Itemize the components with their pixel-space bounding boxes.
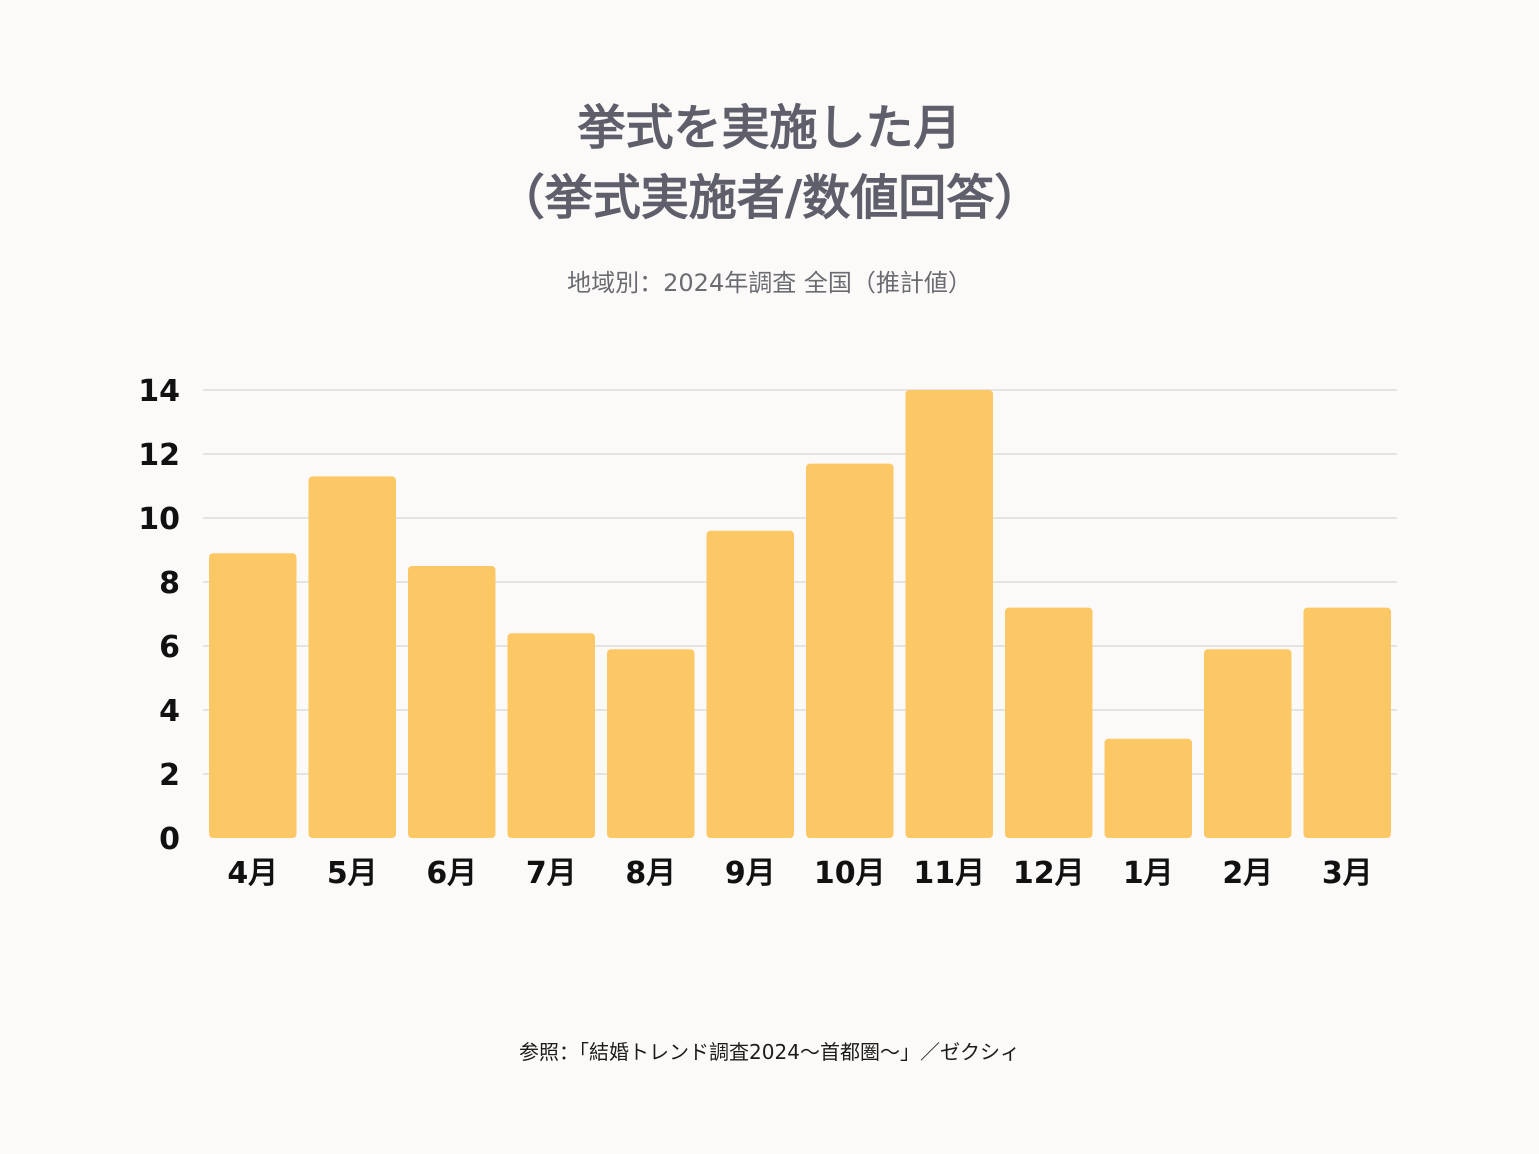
x-category-label: 9月 <box>725 856 776 891</box>
gridlines <box>203 389 1397 775</box>
chart-subtitle: 地域別：2024年調査 全国（推計値） <box>567 269 972 297</box>
x-category-label: 8月 <box>625 856 676 891</box>
x-category-label: 2月 <box>1222 856 1273 891</box>
x-category-label: 10月 <box>814 856 886 891</box>
bar-8月 <box>607 649 695 838</box>
chart-title-line2: （挙式実施者/数値回答） <box>496 170 1043 226</box>
bar-1月 <box>1104 738 1192 838</box>
bar-11月 <box>905 390 993 838</box>
bar-12月 <box>1005 607 1093 838</box>
x-category-label: 4月 <box>227 856 278 891</box>
bar-2月 <box>1204 649 1292 838</box>
source-note: 参照：「結婚トレンド調査2024～首都圏～」／ゼクシィ <box>519 1040 1020 1064</box>
bar-9月 <box>706 530 794 838</box>
x-category-label: 5月 <box>327 856 378 891</box>
bar-10月 <box>806 463 894 838</box>
bar-4月 <box>209 553 297 838</box>
x-category-label: 1月 <box>1123 856 1174 891</box>
x-category-label: 12月 <box>1013 856 1085 891</box>
bar-3月 <box>1303 607 1391 838</box>
y-tick-label: 10 <box>138 502 180 537</box>
bars <box>209 390 1391 838</box>
bar-6月 <box>408 566 496 838</box>
y-tick-label: 0 <box>159 822 180 857</box>
y-tick-label: 8 <box>159 566 180 601</box>
x-category-label: 7月 <box>526 856 577 891</box>
y-tick-label: 14 <box>138 374 180 409</box>
bar-5月 <box>308 476 396 838</box>
x-category-label: 3月 <box>1322 856 1373 891</box>
bar-7月 <box>507 633 595 838</box>
y-tick-label: 2 <box>159 758 180 793</box>
x-axis-categories: 4月 5月 6月 7月 8月 9月 10月 11月 12月 1月 2月 3月 <box>227 856 1372 891</box>
y-tick-label: 12 <box>138 438 180 473</box>
x-category-label: 6月 <box>426 856 477 891</box>
y-axis-ticks: 0 2 4 6 8 10 12 14 <box>138 374 180 857</box>
chart-title-line1: 挙式を実施した月 <box>577 100 962 156</box>
y-tick-label: 4 <box>159 694 180 729</box>
y-tick-label: 6 <box>159 630 180 665</box>
x-category-label: 11月 <box>913 856 985 891</box>
